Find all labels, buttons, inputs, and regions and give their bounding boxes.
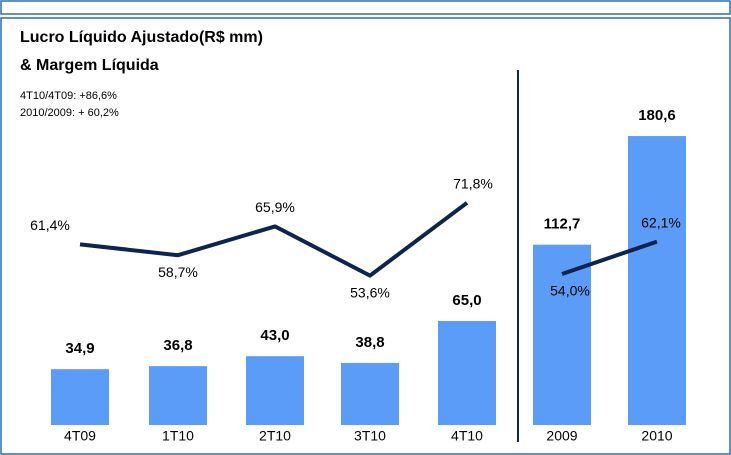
annotation: 2010/2009: + 60,2% xyxy=(20,107,119,119)
x-tick-label: 3T10 xyxy=(354,428,386,444)
line-label: 61,4% xyxy=(30,217,70,233)
line xyxy=(561,239,658,276)
line-label: 62,1% xyxy=(641,214,681,230)
x-tick-label: 1T10 xyxy=(162,428,194,444)
x-tick-label: 4T09 xyxy=(64,428,96,444)
x-tick-label: 2009 xyxy=(546,428,577,444)
frame xyxy=(0,17,731,455)
data-label: 65,0 xyxy=(452,292,481,309)
data-label: 38,8 xyxy=(355,334,384,351)
bar xyxy=(246,356,304,425)
line xyxy=(79,201,469,278)
line-label: 54,0% xyxy=(550,283,590,299)
bar xyxy=(149,366,207,425)
data-label: 34,9 xyxy=(65,340,94,357)
data-label: 112,7 xyxy=(544,216,581,233)
annotation: 4T10/4T09: +86,6% xyxy=(20,90,117,102)
data-label: 36,8 xyxy=(163,337,192,354)
bar xyxy=(438,321,496,425)
line-label: 71,8% xyxy=(453,176,493,192)
bar xyxy=(628,136,686,426)
bar xyxy=(341,362,399,425)
bar xyxy=(533,244,591,425)
top-strip xyxy=(0,0,731,15)
x-tick-label: 2T10 xyxy=(259,428,291,444)
chart-subtitle: & Margem Líquida xyxy=(20,57,159,74)
line-label: 53,6% xyxy=(350,284,390,300)
data-label: 43,0 xyxy=(260,327,289,344)
data-label: 180,6 xyxy=(638,107,676,124)
line-label: 65,9% xyxy=(255,199,295,215)
bar xyxy=(51,369,109,425)
chart-title: Lucro Líquido Ajustado(R$ mm) xyxy=(20,29,263,46)
x-tick-label: 2010 xyxy=(641,428,672,444)
x-tick-label: 4T10 xyxy=(451,428,483,444)
line-label: 58,7% xyxy=(158,264,198,280)
